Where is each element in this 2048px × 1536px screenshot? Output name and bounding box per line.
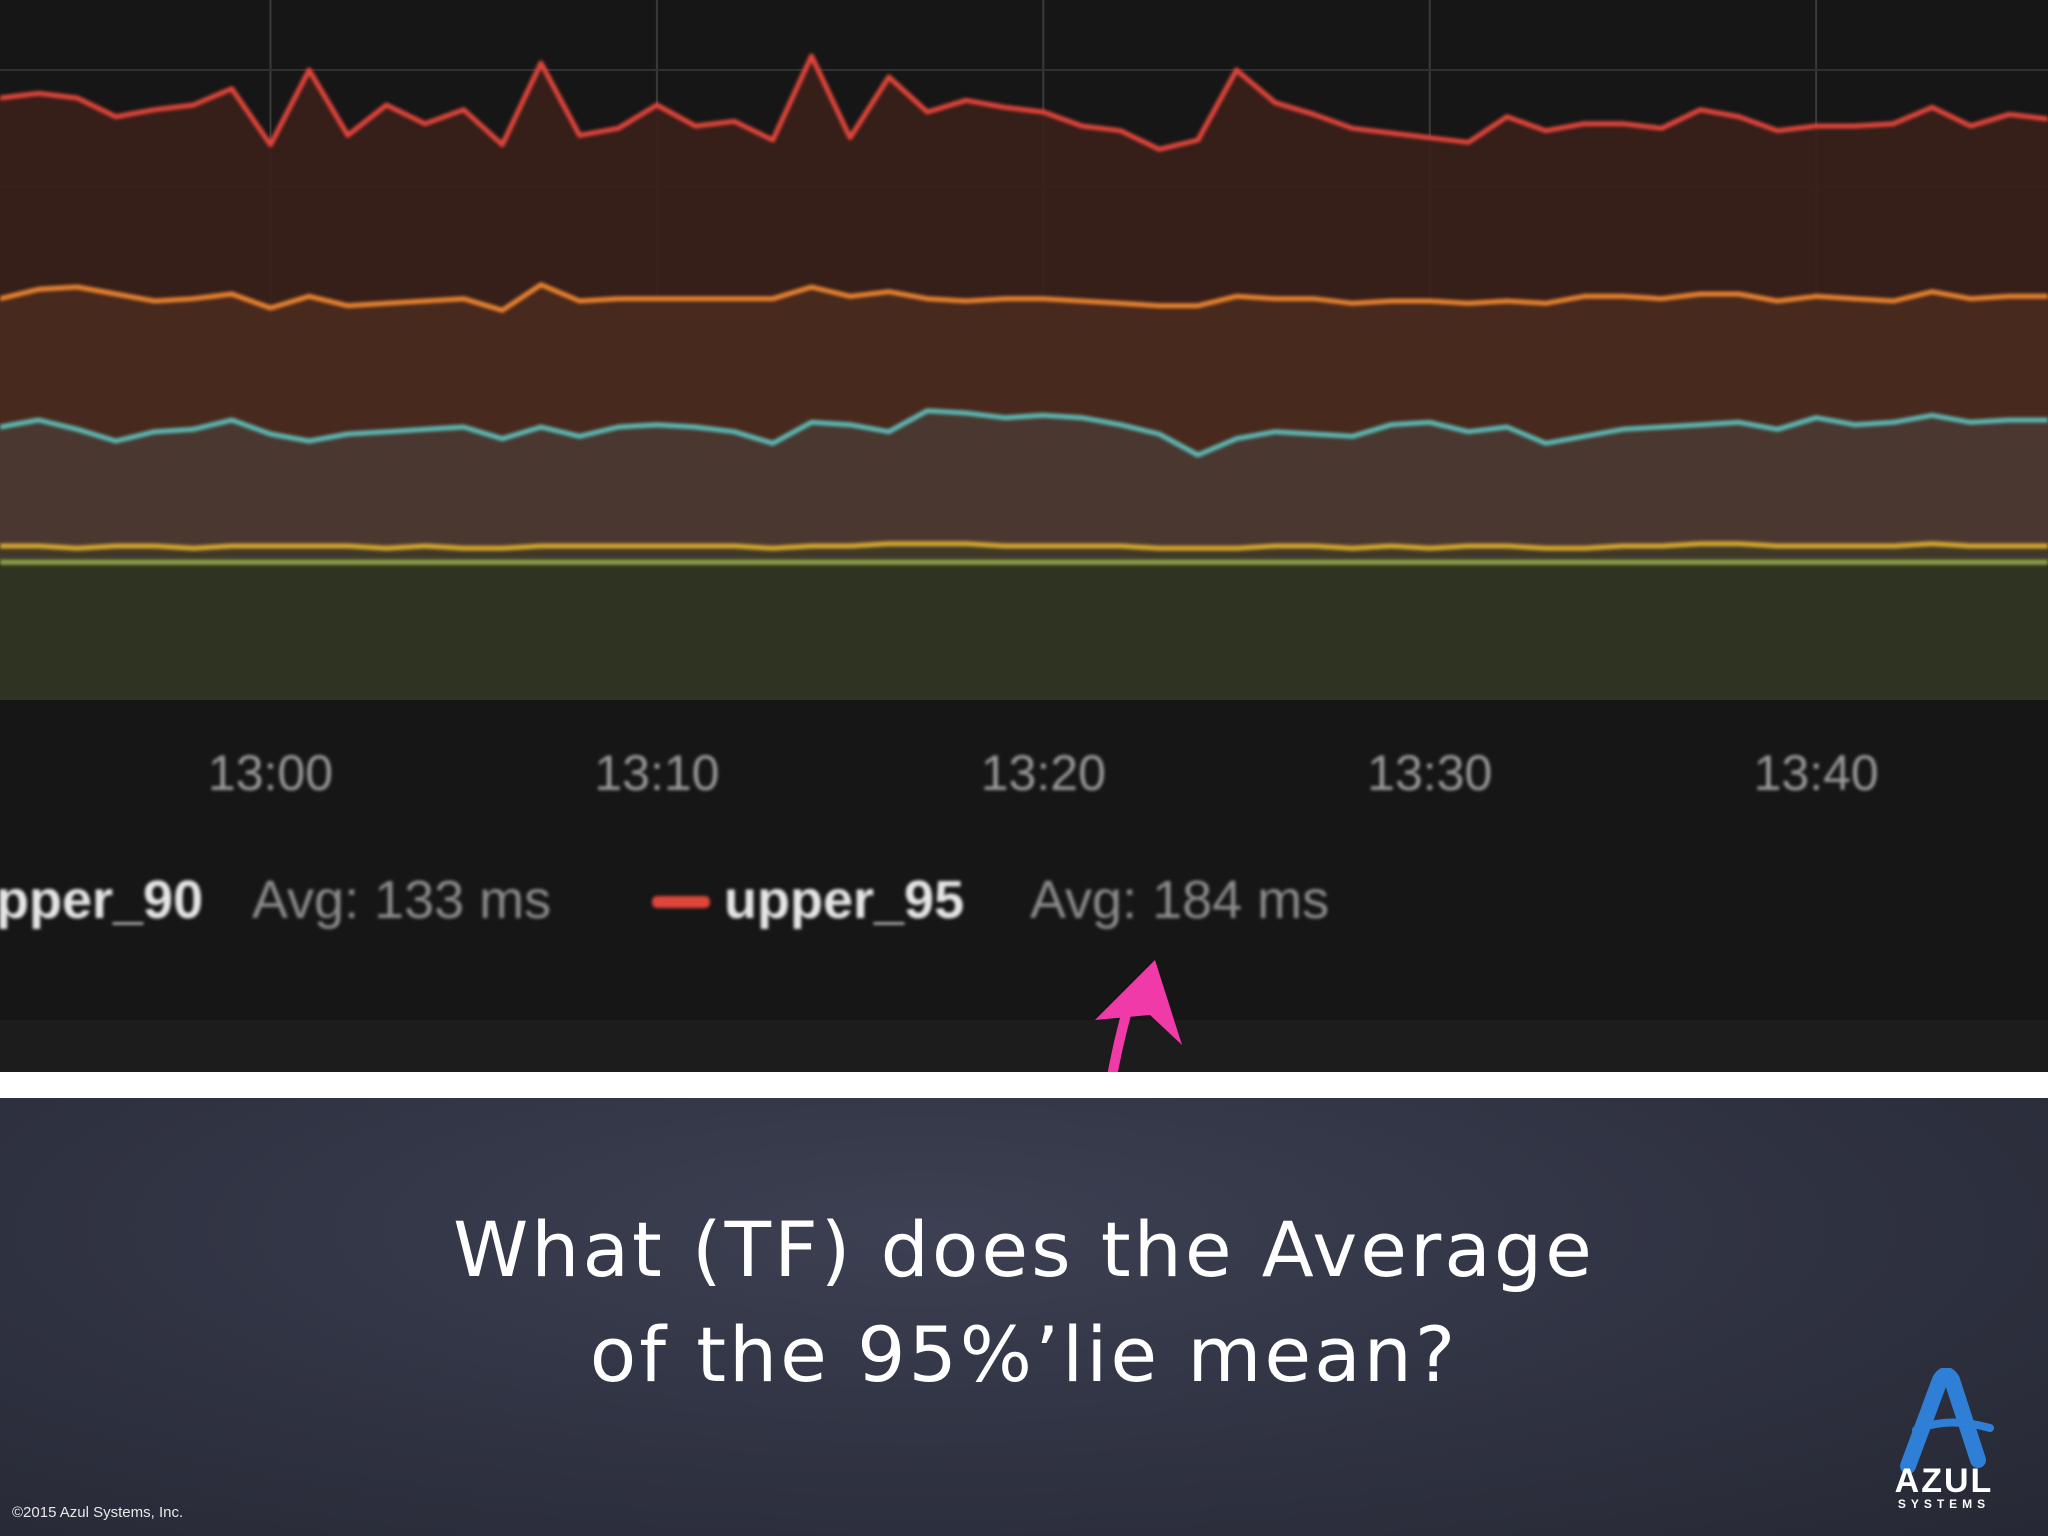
line-upper_95 [0, 53, 2048, 152]
legend-swatch-upper_95 [652, 896, 710, 908]
chart-legend: pper_90 Avg: 133 ms upper_95 Avg: 184 ms [0, 870, 1329, 930]
line-upper_90 [0, 282, 2048, 313]
chart-footer-band [0, 1020, 2048, 1072]
legend-series-upper_95: upper_95 [724, 870, 964, 930]
legend-avg-upper_95: Avg: 184 ms [1030, 870, 1329, 930]
logo-text: AZUL [1894, 1462, 1994, 1500]
question-line-2: of the 95%’lie mean? [589, 1310, 1459, 1399]
x-tick-label: 13:00 [208, 745, 333, 801]
chart-lines [0, 53, 2048, 565]
latency-chart: 13:00 13:10 13:20 13:30 13:40 pper_90 Avg: 13… [0, 0, 2048, 1072]
chalkboard-background [0, 1098, 2048, 1536]
x-tick-label: 13:20 [981, 745, 1106, 801]
chart-areas [0, 56, 2048, 700]
x-tick-label: 13:40 [1754, 745, 1879, 801]
white-divider [0, 1072, 2048, 1098]
logo-subtext: SYSTEMS [1897, 1497, 1991, 1511]
azul-logo-icon [1900, 1368, 1994, 1474]
x-tick-label: 13:30 [1367, 745, 1492, 801]
legend-avg-upper_90: Avg: 133 ms [252, 870, 551, 930]
area-series_5 [0, 562, 2048, 700]
x-axis-ticks: 13:00 13:10 13:20 13:30 13:40 [208, 745, 1879, 801]
line-series_4 [0, 541, 2048, 551]
question-line-1: What (TF) does the Average [453, 1205, 1595, 1294]
line-series_3 [0, 408, 2048, 458]
chart-panel: 13:00 13:10 13:20 13:30 13:40 pper_90 Avg: 13… [0, 0, 2048, 1072]
legend-series-upper_90: pper_90 [0, 870, 203, 930]
copyright-text: ©2015 Azul Systems, Inc. [12, 1504, 184, 1521]
x-tick-label: 13:10 [594, 745, 719, 801]
